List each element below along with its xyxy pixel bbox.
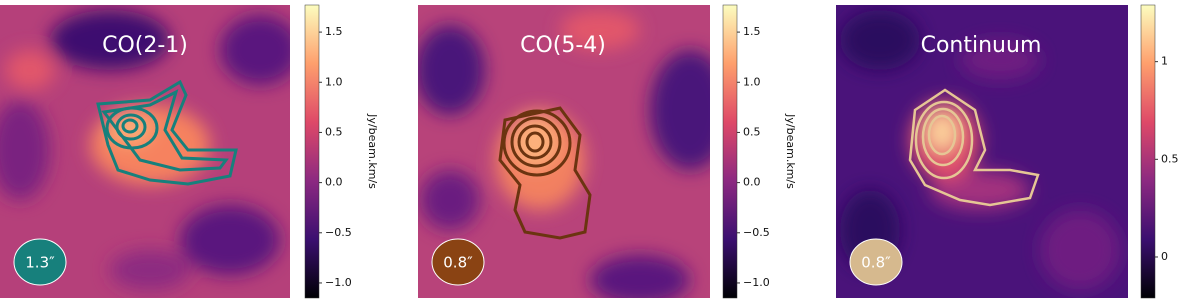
colorbar-tick-label: −1.0 [743,276,770,289]
colorbar-tick-label: 0.5 [1161,152,1179,165]
colorbar-tick-label: 0.0 [743,176,761,189]
colorbar-tick-label: −1.0 [325,276,352,289]
colorbar-tick-label: 1 [1161,55,1168,68]
colorbar-tick-label: 0.5 [743,125,761,138]
panel-title: CO(5-4) [520,33,606,58]
colorbar-tick-label: 0.0 [325,176,343,189]
colorbar-label: Jy/beam.km/s [784,113,797,189]
panel-title: Continuum [921,33,1042,58]
image-panel [0,5,290,298]
panel-title: CO(2-1) [102,33,188,58]
beam-label: 0.8″ [861,254,891,272]
colorbar-tick-label: −0.5 [325,226,352,239]
colorbar [1140,4,1156,299]
image-panel [836,5,1128,298]
colorbar-tick-label: 1.0 [743,75,761,88]
beam-label: 1.3″ [25,254,55,272]
colorbar [304,4,320,299]
colorbar-tick-label: 1.0 [325,75,343,88]
colorbar-tick-label: −0.5 [743,226,770,239]
colorbar-tick-label: 1.5 [743,25,761,38]
beam-label: 0.8″ [443,254,473,272]
image-panel [418,5,710,298]
colorbar [722,4,738,299]
colorbar-label: Jy/beam.km/s [366,113,379,189]
colorbar-tick-label: 0.5 [325,125,343,138]
colorbar-tick-label: 0 [1161,250,1168,263]
colorbar-tick-label: 1.5 [325,25,343,38]
